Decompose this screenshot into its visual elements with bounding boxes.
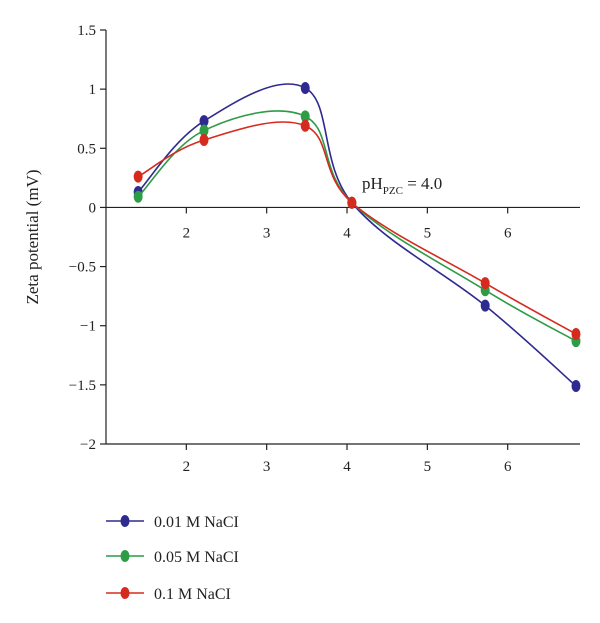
data-point bbox=[480, 277, 490, 290]
legend-marker bbox=[120, 587, 130, 599]
legend-label: 0.01 M NaCI bbox=[154, 514, 239, 531]
data-point bbox=[199, 124, 209, 137]
legend-marker bbox=[120, 515, 130, 527]
y-tick-label: 0 bbox=[89, 200, 97, 216]
data-point bbox=[300, 119, 310, 132]
x-tick-label-zero: 4 bbox=[343, 225, 351, 241]
x-tick-label: 4 bbox=[343, 459, 351, 475]
axes: −2 −1.5 −1 −0.5 0 0.5 1 1.5 2 2 3 3 4 4 5 5 6 6 bbox=[69, 23, 580, 475]
x-tick-label: 2 bbox=[183, 459, 191, 475]
x-tick-label: 5 bbox=[424, 459, 432, 475]
legend: 0.01 M NaCI 0.05 M NaCI 0.1 M NaCI bbox=[106, 514, 239, 603]
x-tick-label-zero: 3 bbox=[263, 225, 271, 241]
data-point bbox=[300, 110, 310, 123]
series-group bbox=[133, 81, 581, 393]
x-tick-label: 6 bbox=[504, 459, 512, 475]
data-point bbox=[571, 380, 581, 393]
data-point bbox=[571, 327, 581, 340]
data-point bbox=[300, 81, 310, 94]
data-point bbox=[133, 170, 143, 183]
y-tick-label: −1.5 bbox=[69, 378, 96, 394]
y-tick-label: 1 bbox=[89, 82, 97, 98]
pzc-annotation-main: pH bbox=[362, 174, 383, 193]
legend-marker bbox=[120, 550, 130, 562]
y-tick-label: 1.5 bbox=[77, 23, 96, 39]
y-tick-label: −2 bbox=[80, 437, 96, 453]
x-tick-label: 3 bbox=[263, 459, 271, 475]
data-point bbox=[347, 196, 357, 209]
x-tick-label-zero: 5 bbox=[424, 225, 432, 241]
data-point bbox=[199, 115, 209, 128]
y-axis-label: Zeta potential (mV) bbox=[23, 169, 42, 304]
y-tick-label: 0.5 bbox=[77, 141, 96, 157]
x-tick-label-zero: 2 bbox=[183, 225, 191, 241]
pzc-annotation-sub: PZC bbox=[383, 185, 403, 197]
x-tick-label-zero: 6 bbox=[504, 225, 512, 241]
pzc-annotation-rest: = 4.0 bbox=[403, 174, 442, 193]
legend-label: 0.05 M NaCI bbox=[154, 549, 239, 566]
data-point bbox=[199, 134, 209, 147]
pzc-annotation: pHPZC = 4.0 bbox=[362, 174, 442, 197]
y-tick-label: −1 bbox=[80, 319, 96, 335]
y-tick-label: −0.5 bbox=[69, 260, 96, 276]
legend-label: 0.1 M NaCI bbox=[154, 586, 231, 603]
data-point bbox=[133, 190, 143, 203]
data-point bbox=[480, 299, 490, 312]
